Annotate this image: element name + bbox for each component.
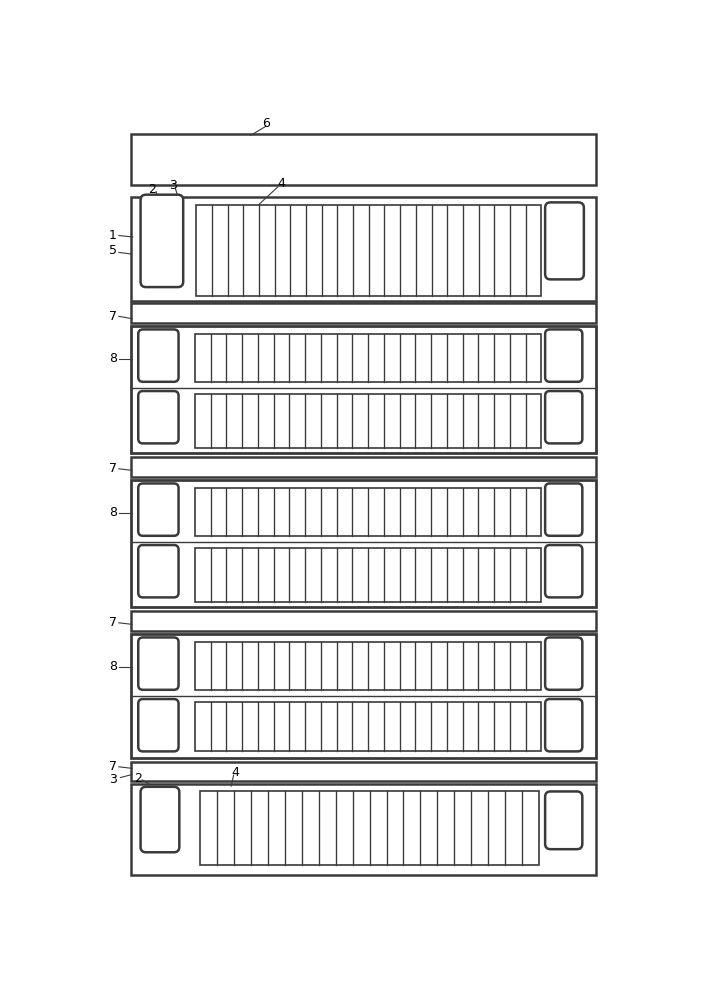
Text: 4: 4 xyxy=(231,766,239,779)
FancyBboxPatch shape xyxy=(545,637,582,690)
FancyBboxPatch shape xyxy=(545,483,582,536)
FancyBboxPatch shape xyxy=(545,329,582,382)
Bar xyxy=(131,303,595,323)
Bar xyxy=(195,702,541,751)
Bar xyxy=(131,197,595,301)
Bar xyxy=(195,642,541,690)
Text: 7: 7 xyxy=(109,760,117,773)
Text: 8: 8 xyxy=(109,506,117,519)
Text: 7: 7 xyxy=(109,616,117,629)
Bar xyxy=(131,784,595,875)
Text: 7: 7 xyxy=(109,462,117,475)
Text: 8: 8 xyxy=(109,352,117,365)
Text: 2: 2 xyxy=(134,772,142,785)
FancyBboxPatch shape xyxy=(138,699,179,751)
Bar xyxy=(195,394,541,448)
Bar xyxy=(195,334,541,382)
FancyBboxPatch shape xyxy=(545,391,582,443)
Text: 5: 5 xyxy=(109,244,117,257)
FancyBboxPatch shape xyxy=(138,545,179,597)
FancyBboxPatch shape xyxy=(545,791,582,849)
FancyBboxPatch shape xyxy=(138,483,179,536)
Bar xyxy=(131,611,595,631)
Bar xyxy=(131,480,595,607)
Text: 3: 3 xyxy=(109,773,117,786)
Bar xyxy=(196,205,541,296)
Text: 4: 4 xyxy=(278,177,285,190)
Bar xyxy=(195,488,541,536)
FancyBboxPatch shape xyxy=(138,637,179,690)
Text: 2: 2 xyxy=(148,183,156,196)
Bar xyxy=(200,791,539,865)
FancyBboxPatch shape xyxy=(138,329,179,382)
Text: 7: 7 xyxy=(109,310,117,323)
Text: 3: 3 xyxy=(169,179,177,192)
Text: 6: 6 xyxy=(262,117,270,130)
Bar xyxy=(131,134,595,185)
FancyBboxPatch shape xyxy=(545,202,584,279)
Text: 8: 8 xyxy=(109,660,117,673)
Bar xyxy=(195,548,541,602)
FancyBboxPatch shape xyxy=(545,699,582,751)
FancyBboxPatch shape xyxy=(138,391,179,443)
Bar xyxy=(131,762,595,781)
Bar xyxy=(131,457,595,477)
Bar xyxy=(131,634,595,758)
FancyBboxPatch shape xyxy=(141,195,183,287)
Bar xyxy=(131,326,595,453)
Text: 1: 1 xyxy=(109,229,117,242)
FancyBboxPatch shape xyxy=(141,787,179,852)
FancyBboxPatch shape xyxy=(545,545,582,597)
